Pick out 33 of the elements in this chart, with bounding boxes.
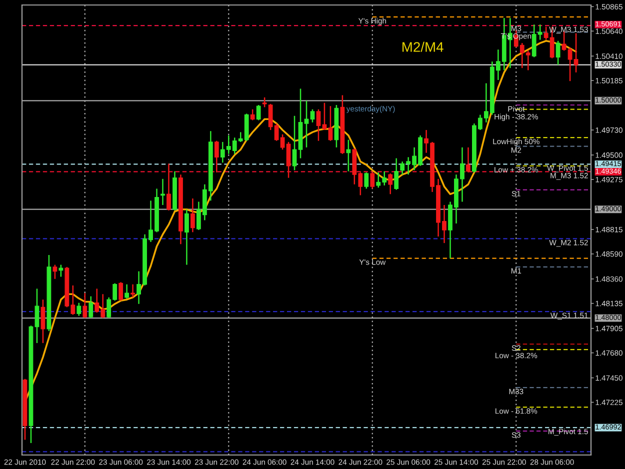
candlestick [370, 172, 375, 190]
candlestick [364, 172, 369, 190]
candlestick [292, 115, 297, 171]
candlestick [346, 139, 351, 172]
candlestick [388, 172, 393, 195]
candlestick [130, 284, 136, 298]
candlestick [58, 264, 64, 278]
annotation: M2/M4 [402, 42, 444, 52]
candlestick [190, 198, 195, 233]
candlestick [52, 264, 58, 280]
candlestick [34, 288, 40, 344]
candlestick [76, 302, 82, 316]
candlestick [40, 298, 46, 344]
candlestick [214, 140, 219, 174]
candlestick [556, 40, 560, 66]
candlestick [328, 105, 333, 142]
candlestick [124, 284, 130, 300]
candlestick [166, 163, 171, 212]
candlestick [88, 296, 94, 319]
candlestick [82, 292, 88, 319]
candlestick [466, 146, 470, 174]
candlestick [250, 108, 255, 121]
candlestick [322, 102, 327, 131]
candlestick [118, 282, 124, 302]
candlestick [256, 104, 261, 121]
candlestick [316, 108, 321, 142]
candlestick [574, 32, 578, 74]
candlestick [310, 108, 315, 124]
candlestick [160, 178, 165, 206]
candlestick [262, 96, 267, 108]
candlestick [394, 158, 399, 190]
candlestick [304, 100, 309, 148]
candlestick [184, 208, 189, 266]
